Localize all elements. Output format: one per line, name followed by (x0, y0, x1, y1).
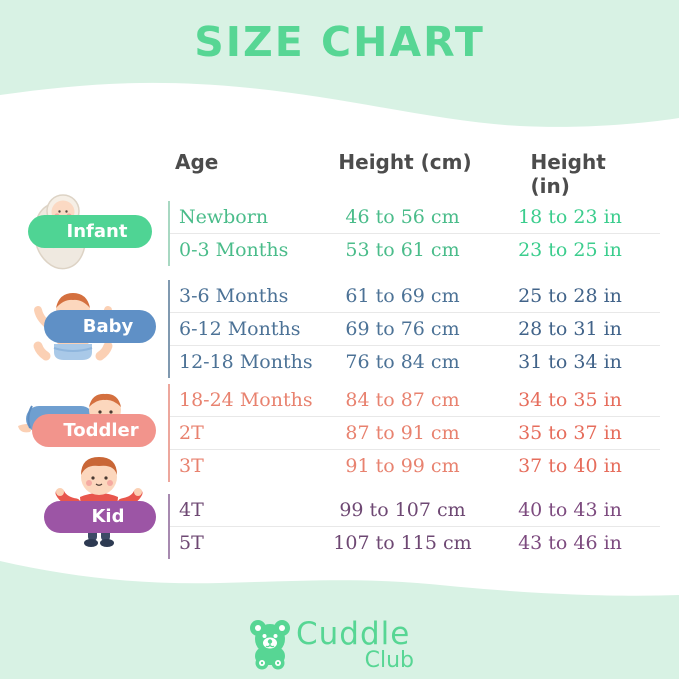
age-cell: 18-24 Months (179, 389, 313, 411)
height-cm-cell: 61 to 69 cm (345, 285, 460, 307)
brand-name-sub: Club (364, 648, 414, 673)
age-cell: 2T (179, 422, 204, 444)
height-in-cell: 37 to 40 in (518, 455, 622, 477)
table-row: Newborn 46 to 56 cm 18 to 23 in (170, 201, 660, 233)
column-header-age: Age (175, 150, 219, 174)
height-cm-cell: 107 to 115 cm (333, 532, 472, 554)
age-cell: Newborn (179, 206, 269, 228)
height-in-cell: 35 to 37 in (518, 422, 622, 444)
height-cm-cell: 69 to 76 cm (345, 318, 460, 340)
badge-infant: Infant (28, 215, 152, 248)
height-in-cell: 34 to 35 in (518, 389, 622, 411)
height-in-cell: 23 to 25 in (518, 239, 622, 261)
table-row: 3T 91 to 99 cm 37 to 40 in (170, 449, 660, 482)
height-cm-cell: 84 to 87 cm (345, 389, 460, 411)
table-row: 4T 99 to 107 cm 40 to 43 in (170, 494, 660, 526)
group-kid: 4T 99 to 107 cm 40 to 43 in 5T 107 to 11… (168, 494, 660, 559)
height-in-cell: 31 to 34 in (518, 351, 622, 373)
badge-baby: Baby (44, 310, 156, 343)
height-cm-cell: 91 to 99 cm (345, 455, 460, 477)
group-toddler: 18-24 Months 84 to 87 cm 34 to 35 in 2T … (168, 384, 660, 482)
age-cell: 6-12 Months (179, 318, 301, 340)
age-cell: 5T (179, 532, 204, 554)
height-cm-cell: 76 to 84 cm (345, 351, 460, 373)
table-row: 6-12 Months 69 to 76 cm 28 to 31 in (170, 312, 660, 345)
column-header-height-cm: Height (cm) (338, 150, 472, 174)
table-row: 18-24 Months 84 to 87 cm 34 to 35 in (170, 384, 660, 416)
age-cell: 3-6 Months (179, 285, 289, 307)
age-cell: 0-3 Months (179, 239, 289, 261)
teddy-bear-icon (250, 620, 290, 670)
table-row: 0-3 Months 53 to 61 cm 23 to 25 in (170, 233, 660, 266)
height-cm-cell: 46 to 56 cm (345, 206, 460, 228)
page-title: SIZE CHART (194, 18, 485, 66)
height-cm-cell: 87 to 91 cm (345, 422, 460, 444)
height-in-cell: 40 to 43 in (518, 499, 622, 521)
age-cell: 12-18 Months (179, 351, 313, 373)
brand-logo: Cuddle Club (246, 616, 436, 674)
badge-kid: Kid (44, 501, 156, 533)
size-table: Newborn 46 to 56 cm 18 to 23 in 0-3 Mont… (168, 201, 660, 559)
height-in-cell: 25 to 28 in (518, 285, 622, 307)
table-row: 3-6 Months 61 to 69 cm 25 to 28 in (170, 280, 660, 312)
badge-toddler: Toddler (32, 414, 156, 447)
height-in-cell: 43 to 46 in (518, 532, 622, 554)
column-header-height-in: Height (in) (530, 150, 606, 198)
age-cell: 3T (179, 455, 204, 477)
group-baby: 3-6 Months 61 to 69 cm 25 to 28 in 6-12 … (168, 280, 660, 378)
age-cell: 4T (179, 499, 204, 521)
height-cm-cell: 99 to 107 cm (339, 499, 466, 521)
height-cm-cell: 53 to 61 cm (345, 239, 460, 261)
table-row: 12-18 Months 76 to 84 cm 31 to 34 in (170, 345, 660, 378)
height-in-cell: 28 to 31 in (518, 318, 622, 340)
table-row: 2T 87 to 91 cm 35 to 37 in (170, 416, 660, 449)
table-row: 5T 107 to 115 cm 43 to 46 in (170, 526, 660, 559)
height-in-cell: 18 to 23 in (518, 206, 622, 228)
group-infant: Newborn 46 to 56 cm 18 to 23 in 0-3 Mont… (168, 201, 660, 266)
brand-name: Cuddle (296, 616, 411, 652)
